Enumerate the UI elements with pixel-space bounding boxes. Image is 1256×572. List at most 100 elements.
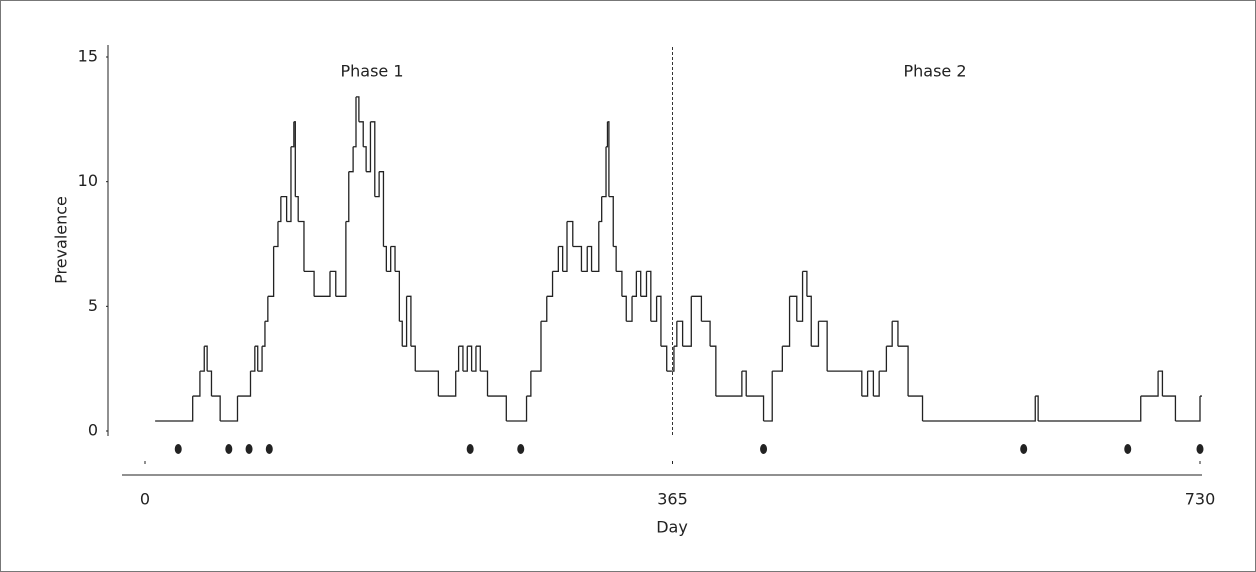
event-dot bbox=[1020, 444, 1028, 454]
step-segment bbox=[257, 346, 263, 372]
step-segment bbox=[455, 346, 460, 372]
step-segment bbox=[204, 345, 208, 372]
step-segment bbox=[701, 320, 711, 347]
step-segment bbox=[1038, 396, 1142, 422]
step-segment bbox=[546, 271, 554, 297]
step-segment bbox=[356, 96, 360, 122]
step-segment bbox=[358, 121, 364, 147]
event-dot bbox=[265, 444, 273, 454]
step-segment bbox=[298, 220, 305, 272]
step-segment bbox=[621, 295, 627, 322]
step-segment bbox=[366, 121, 372, 173]
step-segment bbox=[922, 396, 1036, 422]
y-axis-label: Prevalence bbox=[52, 196, 71, 284]
step-segment bbox=[406, 295, 412, 347]
step-segment bbox=[673, 321, 678, 347]
step-segment bbox=[772, 346, 783, 372]
step-segment bbox=[526, 371, 532, 397]
event-dot bbox=[517, 444, 525, 454]
event-dot bbox=[466, 444, 474, 454]
step-segment bbox=[656, 295, 662, 347]
step-segment bbox=[506, 396, 528, 422]
step-segment bbox=[295, 195, 299, 222]
step-segment bbox=[587, 245, 593, 272]
y-tick-label: 0 bbox=[88, 421, 98, 440]
x-axis-label: Day bbox=[656, 518, 688, 537]
step-segment bbox=[741, 370, 747, 397]
step-segment bbox=[199, 346, 205, 372]
step-segment bbox=[562, 221, 568, 273]
x-tick-label: 365 bbox=[657, 490, 688, 509]
step-segment bbox=[262, 321, 266, 347]
step-segment bbox=[487, 395, 507, 421]
step-segment bbox=[892, 320, 899, 347]
event-dot bbox=[760, 444, 768, 454]
step-segment bbox=[267, 246, 275, 297]
step-segment bbox=[540, 296, 548, 322]
event-dot bbox=[245, 444, 253, 454]
step-segment bbox=[383, 245, 387, 272]
step-segment bbox=[458, 345, 464, 372]
step-segment bbox=[480, 370, 489, 397]
step-segment bbox=[626, 296, 633, 322]
step-segment bbox=[811, 321, 820, 347]
step-segment bbox=[264, 296, 269, 322]
step-segment bbox=[475, 345, 481, 372]
step-segment bbox=[879, 346, 888, 372]
step-segment bbox=[763, 371, 773, 422]
step-segment bbox=[789, 295, 798, 322]
step-segment bbox=[607, 121, 610, 197]
step-segment bbox=[254, 345, 259, 372]
step-segment bbox=[827, 370, 863, 397]
step-segment bbox=[746, 395, 765, 421]
step-segment bbox=[250, 346, 256, 372]
step-segment bbox=[207, 370, 213, 397]
step-segment bbox=[715, 371, 743, 397]
step-segment bbox=[660, 345, 668, 372]
step-segment bbox=[211, 395, 221, 421]
step-segment bbox=[277, 196, 282, 223]
step-segment bbox=[237, 371, 252, 397]
step-segment bbox=[348, 146, 354, 173]
y-tick-label: 10 bbox=[78, 171, 98, 190]
step-segment bbox=[273, 221, 279, 248]
step-segment bbox=[861, 371, 869, 397]
step-segment bbox=[438, 371, 457, 397]
step-segment bbox=[363, 146, 367, 172]
step-segment bbox=[558, 245, 564, 272]
step-segment bbox=[390, 245, 396, 272]
event-dot bbox=[1124, 444, 1132, 454]
y-tick-label: 5 bbox=[88, 296, 98, 315]
step-segment bbox=[606, 121, 609, 148]
step-segment bbox=[379, 171, 385, 247]
step-segment bbox=[640, 271, 648, 297]
y-tick-label: 15 bbox=[78, 47, 98, 66]
step-segment bbox=[616, 270, 623, 297]
step-segment bbox=[1140, 371, 1159, 397]
step-segment bbox=[591, 221, 600, 273]
step-segment bbox=[601, 146, 607, 198]
step-segment bbox=[370, 121, 376, 197]
step-segment bbox=[682, 296, 692, 347]
step-segment bbox=[581, 246, 588, 273]
step-segment bbox=[286, 146, 292, 223]
step-segment bbox=[908, 395, 924, 421]
step-segment bbox=[691, 295, 703, 322]
step-segment bbox=[873, 371, 880, 397]
step-segment bbox=[345, 171, 350, 223]
step-segment bbox=[314, 271, 331, 297]
step-segment bbox=[415, 370, 440, 397]
step-segment bbox=[399, 320, 403, 347]
step-segment bbox=[329, 270, 337, 297]
step-segment bbox=[374, 171, 380, 198]
event-dot bbox=[1196, 444, 1204, 454]
annotation: Phase 2 bbox=[903, 62, 966, 81]
step-segment bbox=[710, 345, 717, 397]
step-segment bbox=[293, 121, 296, 197]
x-tick-label: 730 bbox=[1185, 490, 1216, 509]
step-segment bbox=[567, 220, 574, 247]
step-segment bbox=[552, 246, 559, 273]
step-segment bbox=[1175, 396, 1201, 422]
step-segment bbox=[613, 245, 617, 272]
